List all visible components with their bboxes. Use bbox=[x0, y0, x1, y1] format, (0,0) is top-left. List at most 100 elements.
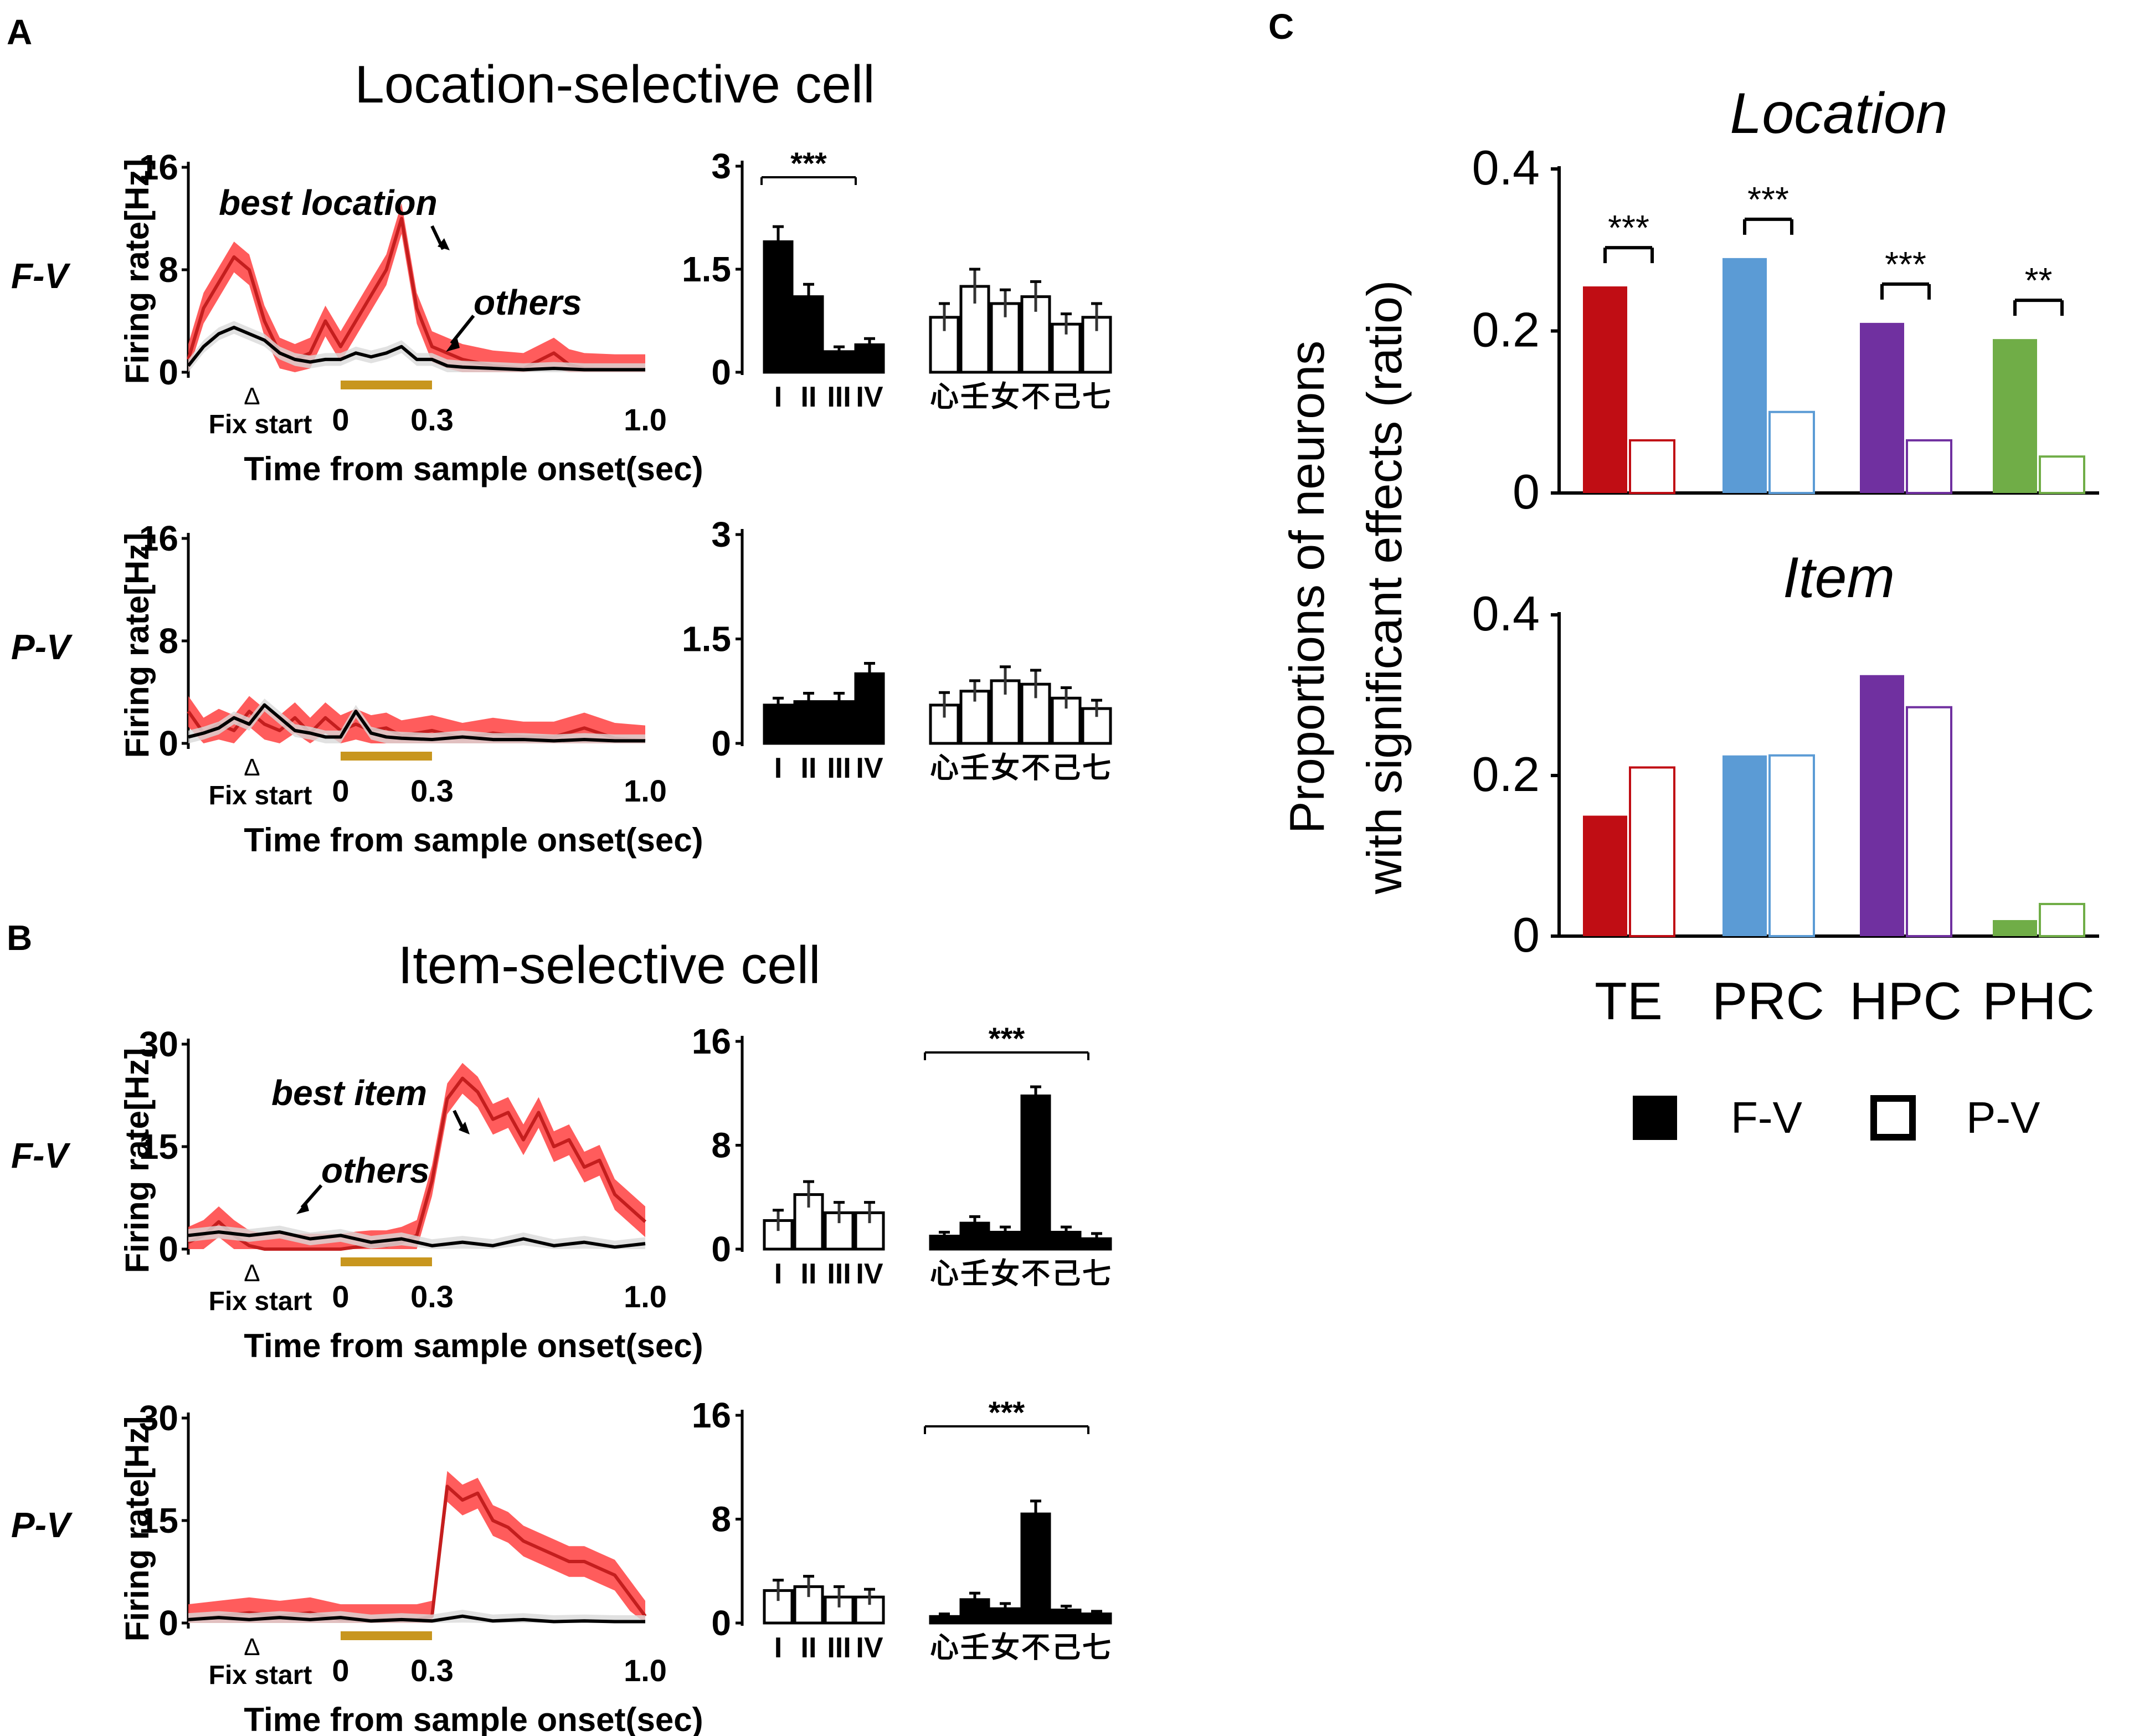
y-tick-label: 0 bbox=[711, 1603, 731, 1643]
x-tick-label: 0.3 bbox=[410, 1653, 454, 1688]
annotation-others: others bbox=[321, 1151, 430, 1190]
y-tick-label: 8 bbox=[158, 621, 178, 661]
series-band-others bbox=[188, 1225, 645, 1249]
y-tick-label: 0.4 bbox=[1472, 140, 1540, 195]
item-tick-label: 心 bbox=[930, 1632, 959, 1664]
x-tick-label: 0 bbox=[332, 402, 349, 437]
y-tick-label: 0 bbox=[1513, 464, 1540, 519]
fix-start-marker: Δ bbox=[244, 1260, 260, 1287]
location-tick-label: II bbox=[801, 381, 817, 413]
arrowhead-others bbox=[296, 1201, 309, 1214]
series-line-others bbox=[188, 1614, 645, 1624]
significance-stars: *** bbox=[989, 1021, 1025, 1056]
location-bar bbox=[824, 350, 855, 374]
panel-b-title: Item-selective cell bbox=[398, 936, 821, 995]
x-tick-label: 1.0 bbox=[624, 773, 667, 808]
category-label-prc: PRC bbox=[1712, 972, 1824, 1031]
bar-pv-te bbox=[1629, 766, 1675, 937]
location-bar bbox=[854, 343, 885, 374]
item-tick-label: 不 bbox=[1021, 381, 1050, 413]
annotation-best-location: best location bbox=[219, 183, 438, 223]
item-tick-label: 女 bbox=[991, 1258, 1020, 1290]
x-tick-label: 0.3 bbox=[410, 773, 454, 808]
item-tick-label: 七 bbox=[1082, 1258, 1111, 1290]
bar-fv-prc bbox=[1722, 258, 1767, 493]
y-axis-label-line-1: Proportions of neurons bbox=[1279, 341, 1334, 834]
location-tick-label: III bbox=[827, 1258, 851, 1290]
series-line-others bbox=[188, 703, 645, 743]
arrowhead-best-item bbox=[459, 1122, 470, 1134]
y-tick-label: 3 bbox=[711, 515, 731, 554]
bar-pv-prc bbox=[1768, 410, 1815, 494]
location-tick-label: III bbox=[827, 752, 851, 784]
significance-stars: *** bbox=[1747, 179, 1789, 219]
significance-stars: *** bbox=[1608, 208, 1649, 248]
x-axis-label: Time from sample onset(sec) bbox=[244, 450, 703, 487]
y-axis-label: Firing rate[Hz] bbox=[119, 1048, 156, 1273]
x-tick-label: 1.0 bbox=[624, 1279, 667, 1314]
item-tick-label: 七 bbox=[1082, 1632, 1111, 1664]
y-tick-label: 0 bbox=[1513, 907, 1540, 962]
series-line-others bbox=[188, 1230, 646, 1249]
location-bar bbox=[793, 295, 824, 374]
y-tick-label: 8 bbox=[711, 1499, 731, 1539]
fix-start-marker: Δ bbox=[244, 754, 260, 781]
item-tick-label: 己 bbox=[1052, 381, 1081, 413]
item-bar bbox=[1051, 1609, 1082, 1625]
fix-start-marker: Δ bbox=[244, 383, 260, 410]
y-tick-label: 0 bbox=[158, 352, 178, 392]
location-tick-label: III bbox=[827, 381, 851, 413]
sample-period-bar bbox=[341, 1257, 432, 1266]
y-tick-label: 15 bbox=[139, 1127, 178, 1167]
x-axis-label: Time from sample onset(sec) bbox=[244, 821, 703, 859]
fix-start-label: Fix start bbox=[209, 1287, 312, 1316]
bar-fv-te bbox=[1583, 286, 1627, 493]
location-tick-label: II bbox=[801, 1632, 817, 1664]
x-tick-label: 0 bbox=[332, 773, 349, 808]
item-tick-label: 心 bbox=[930, 381, 959, 413]
x-axis-label: Time from sample onset(sec) bbox=[244, 1701, 703, 1736]
y-tick-label: 0 bbox=[711, 352, 731, 392]
bar-pv-hpc bbox=[1906, 439, 1952, 494]
y-tick-label: 8 bbox=[158, 250, 178, 290]
y-tick-label: 3 bbox=[711, 146, 731, 186]
item-bar bbox=[959, 1598, 990, 1625]
item-bar bbox=[1020, 1512, 1051, 1625]
item-bar bbox=[929, 1615, 960, 1625]
location-tick-label: I bbox=[774, 752, 782, 784]
x-tick-label: 0.3 bbox=[410, 402, 454, 437]
fix-start-label: Fix start bbox=[209, 781, 312, 810]
arrow-others bbox=[450, 315, 475, 345]
category-label-te: TE bbox=[1595, 972, 1663, 1031]
item-bar bbox=[959, 1221, 990, 1251]
bars-b-fv: 1680I II III IV 心壬女不己七*** bbox=[692, 1021, 1112, 1290]
row-label-a-pv: P-V bbox=[11, 627, 73, 667]
arrowhead-best-location bbox=[438, 238, 450, 250]
bar-pv-phc bbox=[2039, 903, 2085, 937]
bar-pv-phc bbox=[2039, 455, 2085, 494]
item-bar bbox=[1081, 1612, 1112, 1625]
fix-start-label: Fix start bbox=[209, 410, 312, 439]
y-tick-label: 15 bbox=[139, 1501, 178, 1540]
legend-pv-label: P-V bbox=[1966, 1093, 2040, 1142]
item-tick-label: 心 bbox=[930, 1258, 959, 1290]
x-axis-label: Time from sample onset(sec) bbox=[244, 1327, 703, 1364]
significance-stars: *** bbox=[790, 146, 827, 181]
annotation-best-item: best item bbox=[271, 1073, 427, 1113]
bars-b-pv: 1680I II III IV 心壬女不己七*** bbox=[692, 1395, 1112, 1664]
item-tick-label: 女 bbox=[991, 1632, 1020, 1664]
sample-period-bar bbox=[341, 381, 432, 389]
significance-stars: *** bbox=[989, 1395, 1025, 1430]
series-band-others bbox=[188, 321, 645, 372]
item-tick-label: 不 bbox=[1021, 1258, 1050, 1290]
item-tick-label: 女 bbox=[991, 381, 1020, 413]
panel-letter-a: A bbox=[7, 12, 32, 52]
item-bar bbox=[1051, 1231, 1082, 1251]
location-tick-label: I bbox=[774, 1258, 782, 1290]
location-bar bbox=[763, 703, 794, 745]
item-tick-label: 壬 bbox=[960, 1632, 989, 1664]
